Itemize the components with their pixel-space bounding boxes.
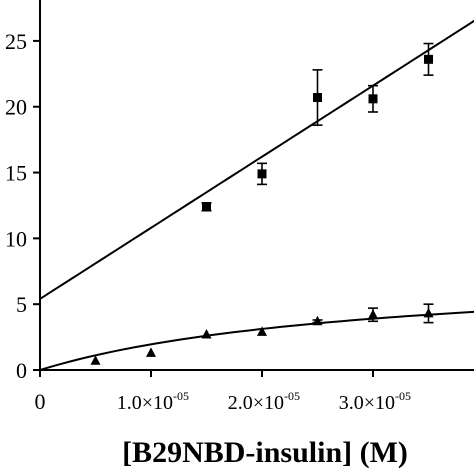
triangle-point: [368, 309, 378, 319]
square-point: [424, 54, 433, 64]
axes: [33, 0, 474, 377]
triangle-point: [201, 328, 212, 339]
triangle-point: [257, 326, 267, 336]
x-tick-label: 3.0×10-05: [339, 389, 411, 414]
triangle-point: [90, 355, 101, 365]
square-point: [202, 202, 211, 212]
y-tick-label: 20: [5, 95, 27, 120]
y-tick-label: 15: [5, 161, 27, 186]
triangle-point: [146, 347, 156, 357]
y-tick-label: 5: [16, 292, 27, 317]
fit-line-series-2: [39, 310, 474, 371]
x-axis-label: [B29NBD-insulin] (M): [122, 436, 408, 469]
x-tick-label: 2.0×10-05: [228, 389, 300, 414]
x-tick-label: 0: [35, 389, 46, 414]
tick-labels: 051015202501.0×10-052.0×10-053.0×10-054.…: [5, 29, 411, 414]
y-tick-label: 10: [5, 226, 27, 251]
x-tick-label: 1.0×10-05: [117, 389, 189, 414]
square-point: [313, 93, 322, 103]
triangle-point: [423, 307, 434, 318]
square-point: [257, 169, 267, 179]
data-points: [90, 42, 434, 365]
triangle-point: [312, 315, 323, 326]
y-tick-label: 25: [5, 29, 27, 54]
y-tick-label: 0: [16, 358, 27, 383]
square-point: [368, 94, 378, 104]
fit-line-series-1: [39, 19, 474, 300]
